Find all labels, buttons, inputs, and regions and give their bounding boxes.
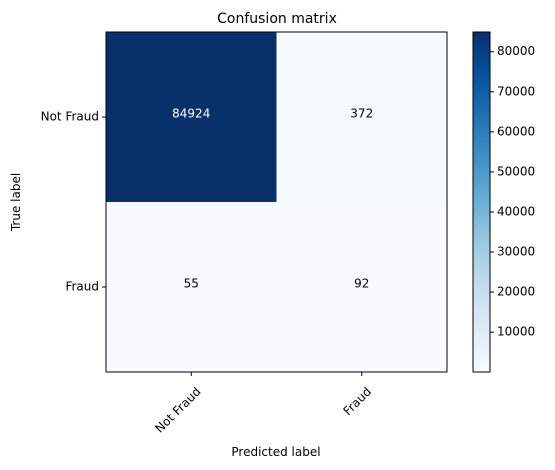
colorbar-tick-label: 10000 (497, 325, 535, 339)
chart-title: Confusion matrix (217, 11, 337, 27)
y-tick-label: Fraud (65, 280, 99, 294)
y-axis-ticks: Not Fraud Fraud (41, 110, 106, 294)
y-axis-label: True label (9, 173, 23, 232)
heatmap-cells: 84924 372 55 92 (106, 32, 447, 372)
x-axis-ticks: Not Fraud Fraud (152, 372, 374, 436)
colorbar-tick-label: 40000 (497, 204, 535, 218)
y-tick-label: Not Fraud (41, 110, 99, 124)
heatmap-cell (106, 32, 277, 202)
colorbar-tick-label: 20000 (497, 285, 535, 299)
cell-value-label: 372 (350, 107, 373, 121)
colorbar-tick-label: 30000 (497, 245, 535, 259)
heatmap-cell (276, 32, 447, 202)
colorbar-tick-label: 50000 (497, 164, 535, 178)
cell-value-label: 55 (184, 277, 199, 291)
heatmap-cell (106, 202, 277, 372)
x-tick-label: Not Fraud (152, 384, 203, 435)
x-tick-label: Fraud (340, 384, 374, 418)
colorbar-tick-label: 60000 (497, 124, 535, 138)
x-axis-label: Predicted label (231, 445, 320, 459)
colorbar-tick-label: 80000 (497, 44, 535, 58)
heatmap-cell (276, 202, 447, 372)
colorbar-tick-label: 70000 (497, 84, 535, 98)
cell-value-label: 84924 (172, 107, 210, 121)
colorbar (472, 31, 491, 373)
colorbar-ticks: 10000 20000 30000 40000 50000 60000 70000 80000 (490, 44, 535, 339)
plot-frame (105, 31, 448, 373)
cell-value-label: 92 (354, 277, 369, 291)
